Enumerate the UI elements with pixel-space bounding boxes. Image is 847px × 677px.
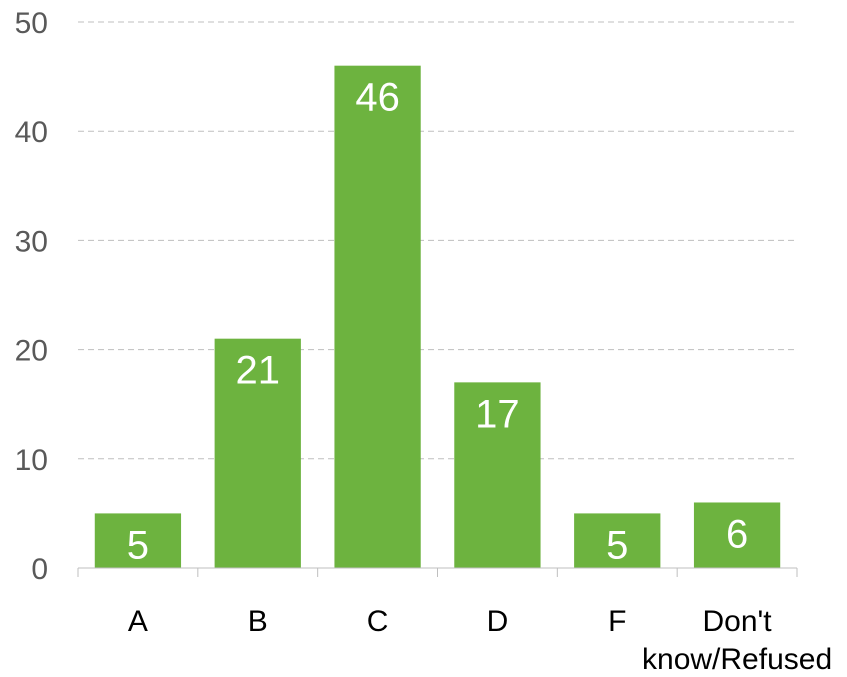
x-category-label: Don't know/Refused	[642, 605, 832, 676]
y-tick-label: 50	[15, 7, 48, 40]
x-category-label: A	[128, 605, 148, 638]
x-axis	[77, 567, 798, 577]
y-tick-label: 0	[31, 553, 48, 586]
bar	[334, 65, 421, 569]
y-tick-label: 30	[15, 225, 48, 258]
x-category-label: B	[248, 605, 268, 638]
x-category-label: C	[367, 605, 389, 638]
bar	[214, 338, 301, 568]
bar-value-label: 6	[726, 512, 748, 556]
bars: 5 21 46 17 5 6	[94, 65, 781, 569]
y-tick-label: 10	[15, 444, 48, 477]
bar-value-label: 5	[606, 523, 628, 567]
x-category-label: D	[487, 605, 509, 638]
y-tick-label: 40	[15, 116, 48, 149]
bar	[693, 502, 781, 568]
bar	[574, 513, 661, 568]
y-tick-label: 20	[15, 335, 48, 368]
bar-value-label: 46	[355, 76, 400, 120]
bar	[94, 513, 182, 568]
x-category-label: F	[608, 605, 626, 638]
x-axis-labels: A B C D F Don't know/Refused	[128, 605, 832, 676]
bar-value-label: 21	[236, 349, 281, 393]
bar-value-label: 17	[475, 392, 520, 436]
bar	[454, 382, 541, 568]
bar-value-label: 5	[127, 523, 149, 567]
gridlines	[78, 21, 797, 460]
y-axis-ticks: 0 10 20 30 40 50	[15, 7, 48, 586]
